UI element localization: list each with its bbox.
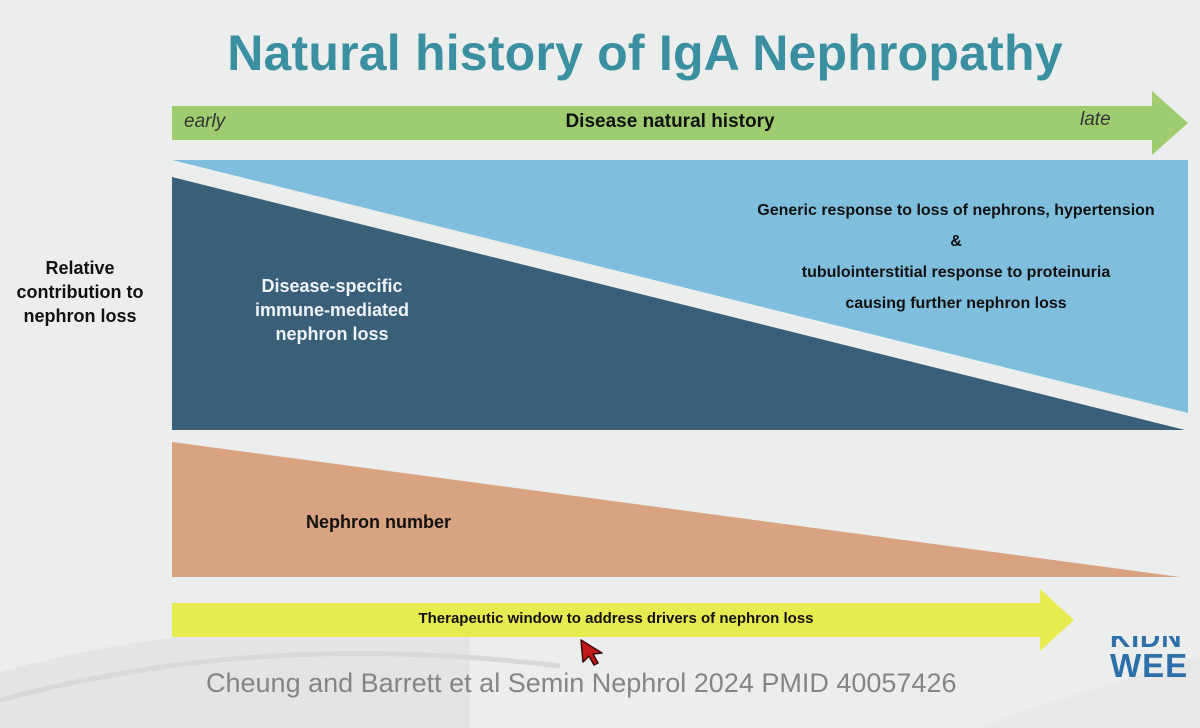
disease-history-arrow (172, 91, 1188, 155)
pointer-cursor-icon (580, 639, 603, 666)
therapeutic-window-label: Therapeutic window to address drivers of… (418, 610, 814, 627)
generic-response-line-3: tubulointerstitial response to proteinur… (801, 264, 1111, 281)
kidney-week-logo: KIDN WEE (1110, 636, 1200, 692)
history-end-label: late (1080, 109, 1111, 130)
logo-line-1: KIDN (1110, 636, 1183, 653)
generic-response-line-1: Generic response to loss of nephrons, hy… (757, 202, 1155, 219)
generic-response-line-4: causing further nephron loss (845, 295, 1067, 312)
history-main-label: Disease natural history (565, 111, 775, 132)
generic-response-label: Generic response to loss of nephrons, hy… (736, 195, 1176, 319)
immune-mediated-region (172, 177, 1185, 430)
citation: Cheung and Barrett et al Semin Nephrol 2… (206, 668, 957, 698)
nephron-number-region (172, 442, 1180, 577)
y-axis-label: Relative contribution to nephron loss (16, 258, 144, 326)
nephron-number-label: Nephron number (306, 512, 452, 532)
therapeutic-window-arrow (172, 589, 1074, 651)
generic-response-line-2: & (950, 233, 962, 250)
immune-mediated-label: Disease-specific immune-mediated nephron… (254, 276, 410, 344)
generic-response-region (172, 160, 1188, 413)
logo-line-2: WEE (1110, 647, 1189, 684)
background-curve-right (980, 656, 1200, 728)
page-title: Natural history of IgA Nephropathy (227, 25, 1063, 81)
history-start-label: early (184, 111, 226, 132)
background-curve-line (0, 650, 561, 703)
